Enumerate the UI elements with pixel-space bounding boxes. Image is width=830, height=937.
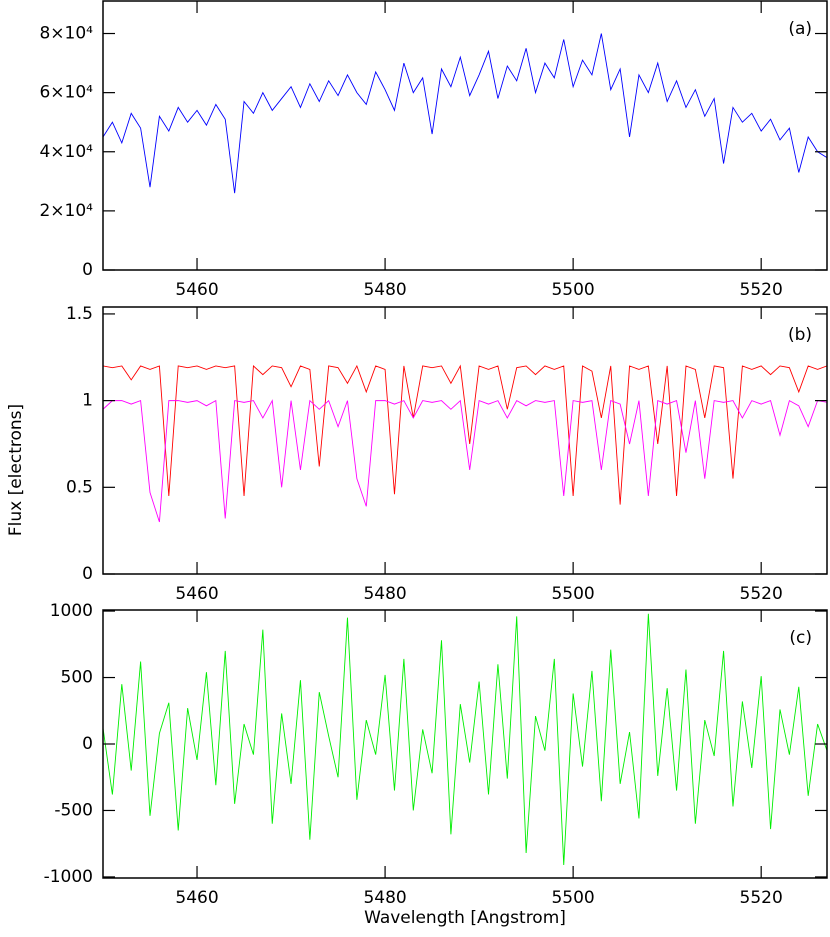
- y-tick-label: 1: [82, 391, 93, 411]
- plot-frame: [102, 306, 828, 575]
- panel-label: (c): [789, 628, 812, 648]
- y-tick-label: 500: [61, 668, 93, 688]
- y-tick-label: 1.5: [66, 304, 93, 324]
- y-tick-label: 4×10⁴: [39, 142, 93, 162]
- x-tick-label: 5480: [363, 584, 406, 604]
- y-tick-label: 1000: [50, 601, 93, 621]
- x-tick-label: 5500: [551, 584, 594, 604]
- data-line: [103, 399, 827, 523]
- x-tick-label: 5460: [175, 280, 218, 300]
- x-tick-label: 5480: [363, 888, 406, 908]
- x-tick-label: 5520: [740, 584, 783, 604]
- y-tick-label: 0: [82, 564, 93, 584]
- data-line: [103, 613, 827, 865]
- y-tick-label: -500: [54, 800, 93, 820]
- y-tick-label: 6×10⁴: [39, 83, 93, 103]
- x-tick-label: 5460: [175, 888, 218, 908]
- x-tick-label: 5520: [740, 888, 783, 908]
- x-axis-label: Wavelength [Angstrom]: [364, 908, 566, 928]
- x-tick-label: 5500: [551, 280, 594, 300]
- data-line: [103, 33, 827, 194]
- panel-label: (b): [788, 325, 812, 345]
- data-line: [103, 364, 827, 505]
- y-tick-label: 0.5: [66, 477, 93, 497]
- x-tick-label: 5520: [740, 280, 783, 300]
- y-tick-label: 0: [82, 260, 93, 280]
- x-tick-label: 5500: [551, 888, 594, 908]
- y-tick-label: -1000: [44, 867, 93, 887]
- y-tick-label: 2×10⁴: [39, 201, 93, 221]
- x-tick-label: 5480: [363, 280, 406, 300]
- y-tick-label: 0: [82, 734, 93, 754]
- panel-label: (a): [788, 19, 812, 39]
- x-tick-label: 5460: [175, 584, 218, 604]
- plot-frame: [102, 609, 828, 879]
- y-tick-label: 8×10⁴: [39, 24, 93, 44]
- y-axis-label: Flux [electrons]: [6, 404, 26, 536]
- plot-frame: [102, 0, 828, 271]
